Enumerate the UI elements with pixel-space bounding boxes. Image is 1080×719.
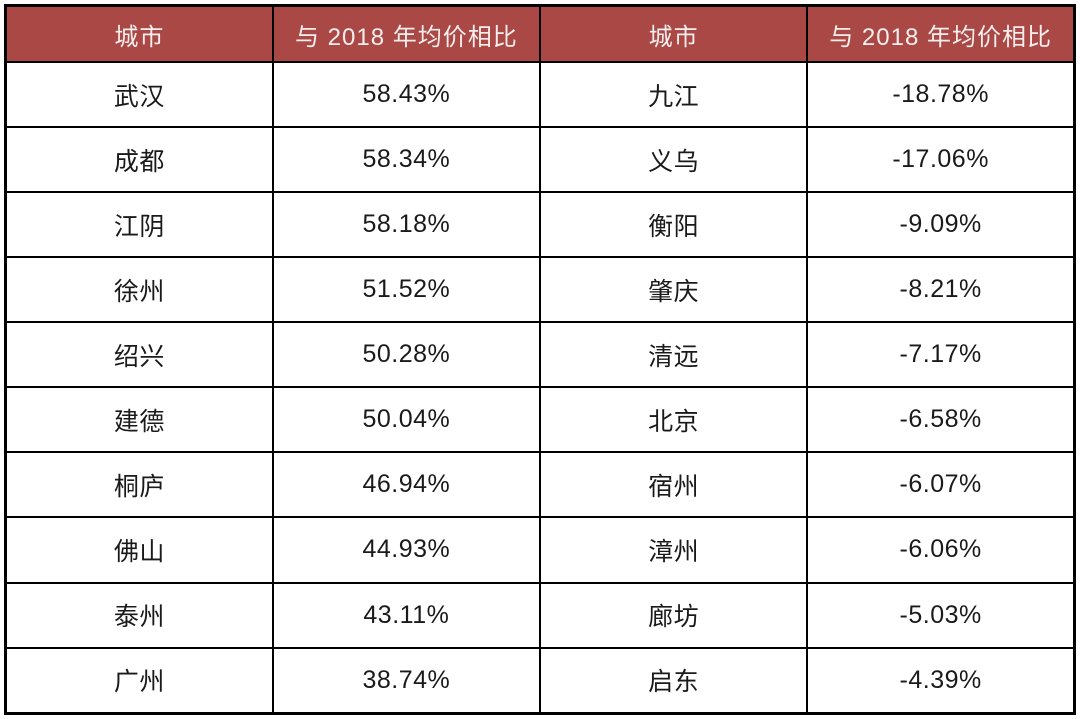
cell-change: 58.18%: [271, 191, 542, 259]
table-header: 城市 与 2018 年均价相比 城市 与 2018 年均价相比: [4, 4, 1076, 63]
cell-city: 宿州: [538, 451, 809, 519]
cell-city: 建德: [4, 386, 274, 454]
cell-city: 成都: [4, 126, 274, 194]
cell-change: -17.06%: [806, 126, 1076, 194]
cell-city: 绍兴: [4, 321, 274, 389]
cell-city: 广州: [4, 646, 274, 715]
cell-change: 38.74%: [271, 646, 542, 715]
cell-city: 义乌: [538, 126, 809, 194]
price-comparison-table: 城市 与 2018 年均价相比 城市 与 2018 年均价相比 武汉 58.43…: [4, 4, 1076, 715]
cell-city: 九江: [538, 60, 809, 129]
cell-city: 徐州: [4, 256, 274, 324]
table-body: 武汉 58.43% 九江 -18.78% 成都 58.34% 义乌 -17.06…: [4, 60, 1076, 715]
cell-change: -6.58%: [806, 386, 1076, 454]
cell-city: 江阴: [4, 191, 274, 259]
cell-city: 启东: [538, 646, 809, 715]
cell-change: 46.94%: [271, 451, 542, 519]
cell-city: 桐庐: [4, 451, 274, 519]
table-row: 成都 58.34% 义乌 -17.06%: [4, 126, 1076, 194]
cell-change: -6.06%: [806, 516, 1076, 584]
table-row: 绍兴 50.28% 清远 -7.17%: [4, 321, 1076, 389]
cell-change: 43.11%: [271, 581, 542, 649]
header-row: 城市 与 2018 年均价相比 城市 与 2018 年均价相比: [4, 4, 1076, 63]
cell-city: 北京: [538, 386, 809, 454]
cell-city: 衡阳: [538, 191, 809, 259]
cell-change: 50.04%: [271, 386, 542, 454]
table-row: 徐州 51.52% 肇庆 -8.21%: [4, 256, 1076, 324]
cell-change: -5.03%: [806, 581, 1076, 649]
table-row: 广州 38.74% 启东 -4.39%: [4, 646, 1076, 715]
column-header-city-left: 城市: [4, 4, 274, 63]
cell-city: 肇庆: [538, 256, 809, 324]
cell-change: 44.93%: [271, 516, 542, 584]
cell-change: -8.21%: [806, 256, 1076, 324]
cell-change: -4.39%: [806, 646, 1076, 715]
table-row: 佛山 44.93% 漳州 -6.06%: [4, 516, 1076, 584]
column-header-change-right: 与 2018 年均价相比: [806, 4, 1076, 63]
cell-change: 58.43%: [271, 60, 542, 129]
cell-city: 泰州: [4, 581, 274, 649]
cell-change: -9.09%: [806, 191, 1076, 259]
column-header-city-right: 城市: [538, 4, 809, 63]
cell-city: 佛山: [4, 516, 274, 584]
cell-change: -7.17%: [806, 321, 1076, 389]
table-row: 桐庐 46.94% 宿州 -6.07%: [4, 451, 1076, 519]
column-header-change-left: 与 2018 年均价相比: [271, 4, 542, 63]
table-row: 武汉 58.43% 九江 -18.78%: [4, 60, 1076, 129]
cell-city: 武汉: [4, 60, 274, 129]
table-row: 建德 50.04% 北京 -6.58%: [4, 386, 1076, 454]
cell-change: 51.52%: [271, 256, 542, 324]
cell-change: 50.28%: [271, 321, 542, 389]
cell-change: 58.34%: [271, 126, 542, 194]
cell-change: -18.78%: [806, 60, 1076, 129]
cell-city: 廊坊: [538, 581, 809, 649]
table-row: 江阴 58.18% 衡阳 -9.09%: [4, 191, 1076, 259]
cell-city: 清远: [538, 321, 809, 389]
table-row: 泰州 43.11% 廊坊 -5.03%: [4, 581, 1076, 649]
cell-city: 漳州: [538, 516, 809, 584]
cell-change: -6.07%: [806, 451, 1076, 519]
